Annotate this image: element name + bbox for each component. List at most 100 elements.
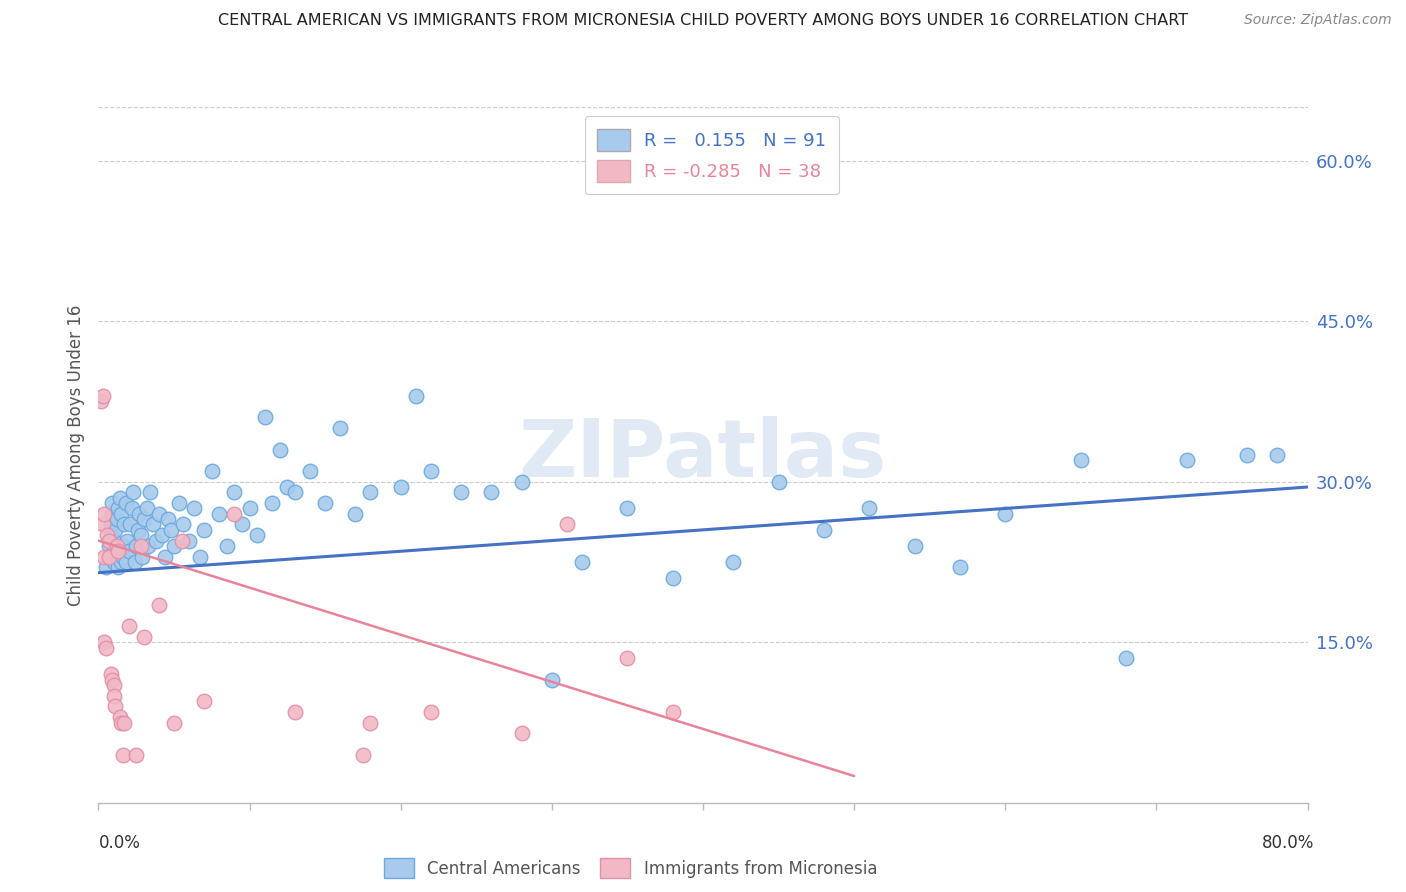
Point — [110, 715, 132, 730]
Point — [768, 475, 790, 489]
Point — [108, 544, 131, 558]
Point — [510, 726, 533, 740]
Point — [949, 560, 972, 574]
Point — [103, 555, 125, 569]
Point — [163, 715, 186, 730]
Point — [93, 549, 115, 564]
Point — [91, 389, 114, 403]
Point — [193, 694, 215, 708]
Point — [1175, 453, 1198, 467]
Y-axis label: Child Poverty Among Boys Under 16: Child Poverty Among Boys Under 16 — [66, 304, 84, 606]
Point — [100, 517, 122, 532]
Point — [904, 539, 927, 553]
Point — [124, 555, 146, 569]
Point — [122, 485, 145, 500]
Point — [616, 501, 638, 516]
Point — [160, 523, 183, 537]
Point — [253, 410, 276, 425]
Point — [145, 533, 167, 548]
Point — [103, 689, 125, 703]
Point — [661, 705, 683, 719]
Point — [239, 501, 262, 516]
Point — [132, 630, 155, 644]
Point — [450, 485, 472, 500]
Point — [170, 533, 193, 548]
Point — [107, 501, 129, 516]
Point — [90, 394, 112, 409]
Point — [105, 539, 128, 553]
Point — [269, 442, 291, 457]
Point — [129, 539, 152, 553]
Point — [105, 512, 128, 526]
Point — [111, 539, 134, 553]
Point — [136, 539, 159, 553]
Point — [139, 485, 162, 500]
Point — [193, 523, 215, 537]
Point — [118, 619, 141, 633]
Point — [858, 501, 880, 516]
Point — [101, 496, 124, 510]
Point — [994, 507, 1017, 521]
Point — [150, 528, 173, 542]
Point — [555, 517, 578, 532]
Point — [127, 523, 149, 537]
Legend: Central Americans, Immigrants from Micronesia: Central Americans, Immigrants from Micro… — [377, 851, 884, 885]
Point — [156, 512, 179, 526]
Point — [132, 512, 155, 526]
Point — [360, 485, 382, 500]
Point — [276, 480, 298, 494]
Point — [344, 507, 367, 521]
Point — [389, 480, 412, 494]
Point — [115, 533, 138, 548]
Point — [284, 705, 307, 719]
Point — [148, 507, 170, 521]
Point — [98, 539, 121, 553]
Point — [118, 544, 141, 558]
Point — [91, 517, 114, 532]
Point — [284, 485, 307, 500]
Point — [103, 678, 125, 692]
Point — [104, 523, 127, 537]
Point — [224, 507, 246, 521]
Text: 80.0%: 80.0% — [1263, 834, 1315, 852]
Point — [121, 501, 143, 516]
Point — [661, 571, 683, 585]
Point — [107, 560, 129, 574]
Point — [103, 533, 125, 548]
Point — [329, 421, 352, 435]
Point — [111, 549, 134, 564]
Point — [616, 651, 638, 665]
Point — [93, 507, 115, 521]
Point — [352, 747, 374, 762]
Point — [100, 528, 122, 542]
Point — [167, 496, 190, 510]
Text: Source: ZipAtlas.com: Source: ZipAtlas.com — [1244, 13, 1392, 28]
Point — [93, 635, 115, 649]
Point — [183, 501, 205, 516]
Point — [314, 496, 336, 510]
Point — [148, 598, 170, 612]
Point — [142, 517, 165, 532]
Point — [100, 667, 122, 681]
Point — [481, 485, 503, 500]
Point — [131, 549, 153, 564]
Point — [94, 640, 117, 655]
Point — [114, 555, 136, 569]
Point — [114, 496, 136, 510]
Point — [94, 560, 117, 574]
Point — [96, 528, 118, 542]
Point — [215, 539, 238, 553]
Point — [110, 555, 132, 569]
Point — [299, 464, 322, 478]
Point — [108, 491, 131, 505]
Point — [571, 555, 593, 569]
Point — [1070, 453, 1092, 467]
Point — [128, 507, 150, 521]
Point — [120, 517, 142, 532]
Point — [262, 496, 284, 510]
Point — [246, 528, 269, 542]
Point — [112, 517, 135, 532]
Point — [1265, 448, 1288, 462]
Point — [405, 389, 427, 403]
Point — [419, 464, 441, 478]
